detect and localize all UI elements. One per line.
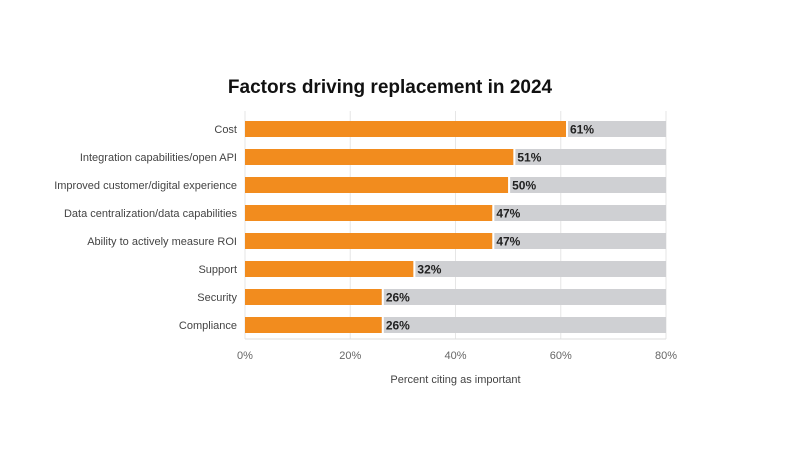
data-label: 61% xyxy=(570,123,594,137)
bar xyxy=(245,233,493,249)
data-label: 50% xyxy=(512,179,536,193)
category-label: Improved customer/digital experience xyxy=(54,180,237,192)
category-label: Data centralization/data capabilities xyxy=(64,208,238,220)
x-tick-label: 60% xyxy=(550,350,572,362)
category-label: Compliance xyxy=(179,320,237,332)
category-label: Integration capabilities/open API xyxy=(80,152,237,164)
category-label: Security xyxy=(197,292,237,304)
bar xyxy=(245,177,509,193)
category-label: Support xyxy=(198,264,237,276)
bar xyxy=(245,149,514,165)
data-label: 51% xyxy=(517,151,541,165)
data-label: 32% xyxy=(417,263,441,277)
bar xyxy=(245,317,382,333)
x-tick-label: 40% xyxy=(444,350,466,362)
data-label: 26% xyxy=(386,291,410,305)
data-label: 47% xyxy=(496,207,520,221)
bar xyxy=(245,121,567,137)
x-tick-label: 20% xyxy=(339,350,361,362)
chart-title: Factors driving replacement in 2024 xyxy=(227,77,553,98)
bar xyxy=(245,205,493,221)
data-label: 26% xyxy=(386,319,410,333)
bar xyxy=(245,261,414,277)
x-axis-title: Percent citing as important xyxy=(390,374,520,386)
category-label: Cost xyxy=(214,124,237,136)
x-tick-label: 0% xyxy=(237,350,253,362)
category-label: Ability to actively measure ROI xyxy=(87,236,237,248)
x-tick-label: 80% xyxy=(655,350,677,362)
data-label: 47% xyxy=(496,235,520,249)
bar xyxy=(245,289,382,305)
